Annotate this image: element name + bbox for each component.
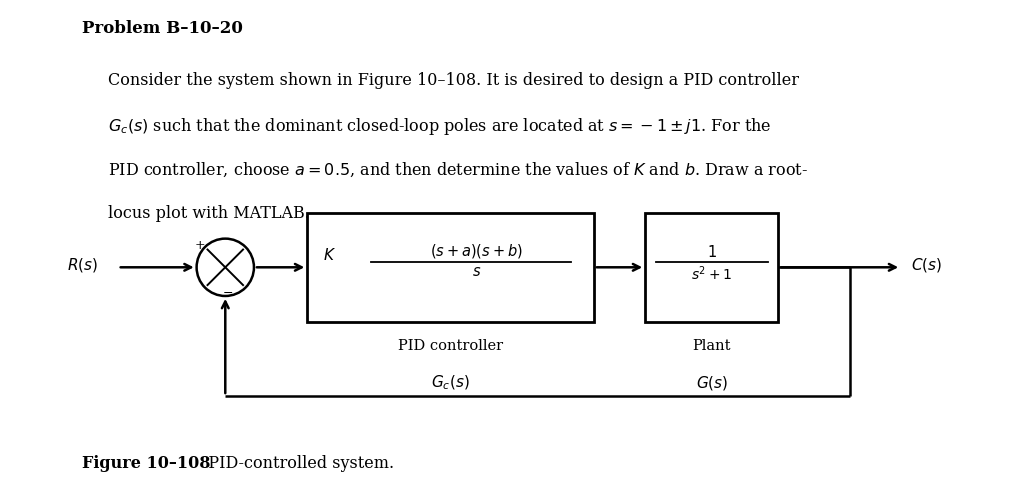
Text: Plant: Plant <box>692 339 731 353</box>
Text: PID-controlled system.: PID-controlled system. <box>193 455 393 472</box>
Text: $s$: $s$ <box>471 265 481 279</box>
Text: $C(s)$: $C(s)$ <box>911 256 942 274</box>
Text: locus plot with MATLAB.: locus plot with MATLAB. <box>108 205 309 222</box>
Text: PID controller: PID controller <box>398 339 503 353</box>
Text: −: − <box>223 287 233 299</box>
Text: $s^2 + 1$: $s^2 + 1$ <box>691 265 732 284</box>
Text: $R(s)$: $R(s)$ <box>67 256 97 274</box>
FancyBboxPatch shape <box>645 213 778 322</box>
Text: $1$: $1$ <box>707 244 717 260</box>
Text: $K$: $K$ <box>323 247 336 263</box>
Text: $(s + a)(s + b)$: $(s + a)(s + b)$ <box>430 242 522 260</box>
Text: $G(s)$: $G(s)$ <box>695 374 728 392</box>
Text: $G_c(s)$ such that the dominant closed-loop poles are located at $s = -1 \pm j1$: $G_c(s)$ such that the dominant closed-l… <box>108 116 771 137</box>
Text: Consider the system shown in Figure 10–108. It is desired to design a PID contro: Consider the system shown in Figure 10–1… <box>108 72 799 89</box>
Text: Problem B–10–20: Problem B–10–20 <box>82 20 243 37</box>
Text: +: + <box>195 239 205 252</box>
FancyBboxPatch shape <box>307 213 594 322</box>
Text: PID controller, choose $a = 0.5$, and then determine the values of $K$ and $b$. : PID controller, choose $a = 0.5$, and th… <box>108 161 808 179</box>
Text: $G_c(s)$: $G_c(s)$ <box>431 374 470 392</box>
Text: Figure 10–108: Figure 10–108 <box>82 455 210 472</box>
